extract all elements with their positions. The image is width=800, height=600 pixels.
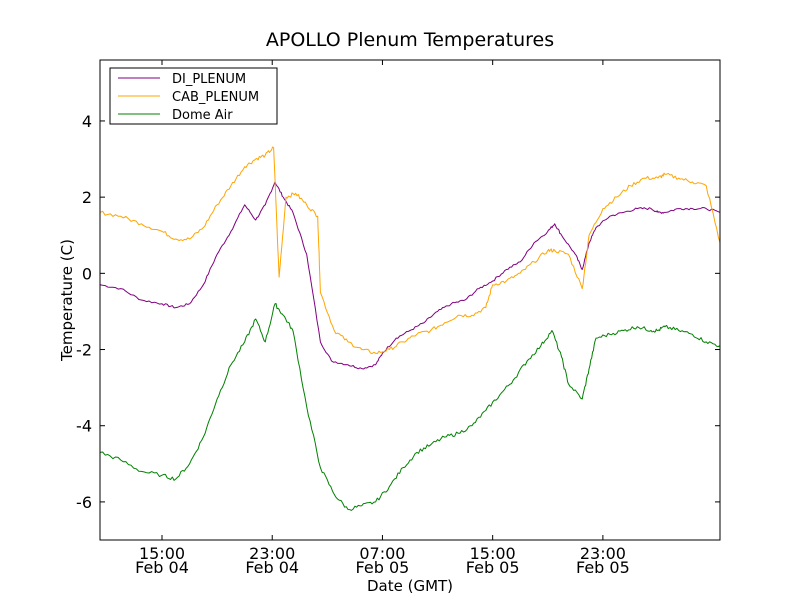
series-line-di-plenum — [99, 181, 721, 370]
y-tick-label: 0 — [82, 264, 92, 283]
y-tick-label: -2 — [76, 341, 92, 360]
x-tick-date: Feb 05 — [576, 558, 630, 577]
legend-label: DI_PLENUM — [172, 72, 246, 87]
legend: DI_PLENUM CAB_PLENUM Dome Air — [109, 67, 278, 125]
x-tick-time: 07:00 — [359, 544, 405, 563]
chart-title: APOLLO Plenum Temperatures — [266, 29, 554, 51]
x-tick-time: 15:00 — [470, 544, 516, 563]
y-tick-label: -6 — [76, 493, 92, 512]
x-axis-label: Date (GMT) — [367, 577, 453, 595]
y-tick-label: -4 — [76, 417, 92, 436]
x-tick-date: Feb 04 — [245, 558, 299, 577]
y-tick-label: 4 — [82, 112, 92, 131]
x-tick-time: 23:00 — [249, 544, 295, 563]
x-tick-date: Feb 05 — [356, 558, 410, 577]
series-line-cab-plenum — [99, 146, 721, 355]
x-tick-date: Feb 04 — [135, 558, 189, 577]
plot-frame — [99, 59, 721, 541]
x-tick-date: Feb 05 — [466, 558, 520, 577]
x-tick-time: 15:00 — [139, 544, 185, 563]
series-layer — [99, 146, 721, 511]
legend-label: Dome Air — [172, 108, 233, 123]
series-line-dome-air — [99, 303, 721, 511]
y-axis-label: Temperature (C) — [58, 239, 76, 362]
x-tick-time: 23:00 — [580, 544, 626, 563]
legend-label: CAB_PLENUM — [172, 90, 259, 105]
y-tick-label: 2 — [82, 188, 92, 207]
